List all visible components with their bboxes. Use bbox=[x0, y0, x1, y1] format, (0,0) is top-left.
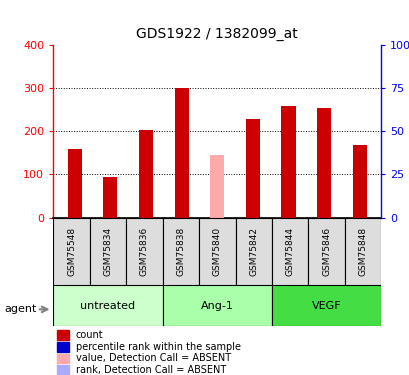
Text: untreated: untreated bbox=[80, 301, 135, 310]
Bar bbox=[308, 217, 344, 285]
Bar bbox=[162, 285, 271, 326]
Text: value, Detection Call = ABSENT: value, Detection Call = ABSENT bbox=[76, 353, 231, 363]
Text: agent: agent bbox=[4, 304, 36, 314]
Bar bbox=[162, 217, 199, 285]
Bar bbox=[126, 217, 162, 285]
Text: Ang-1: Ang-1 bbox=[200, 301, 233, 310]
Text: GSM75834: GSM75834 bbox=[103, 226, 112, 276]
Bar bbox=[235, 217, 271, 285]
Text: GSM75842: GSM75842 bbox=[249, 227, 258, 276]
Bar bbox=[56, 330, 69, 340]
Bar bbox=[174, 88, 188, 218]
Bar bbox=[245, 119, 259, 218]
Bar bbox=[56, 354, 69, 363]
Bar bbox=[53, 285, 162, 326]
Bar bbox=[271, 285, 380, 326]
Bar bbox=[210, 155, 224, 218]
Bar bbox=[103, 177, 117, 218]
Text: count: count bbox=[76, 330, 103, 340]
Bar bbox=[316, 108, 330, 217]
Bar bbox=[344, 217, 380, 285]
Text: GSM75848: GSM75848 bbox=[358, 226, 367, 276]
Bar bbox=[53, 217, 90, 285]
Text: GSM75838: GSM75838 bbox=[176, 226, 185, 276]
Bar bbox=[56, 342, 69, 352]
Bar bbox=[90, 217, 126, 285]
Text: GSM75840: GSM75840 bbox=[212, 226, 221, 276]
Bar bbox=[281, 106, 295, 218]
Bar bbox=[352, 145, 366, 218]
Text: GSM75844: GSM75844 bbox=[285, 227, 294, 276]
Text: VEGF: VEGF bbox=[311, 301, 341, 310]
Bar bbox=[67, 149, 82, 217]
Bar bbox=[271, 217, 308, 285]
Text: GSM75548: GSM75548 bbox=[67, 226, 76, 276]
Title: GDS1922 / 1382099_at: GDS1922 / 1382099_at bbox=[136, 27, 297, 41]
Text: GSM75846: GSM75846 bbox=[321, 226, 330, 276]
Text: GSM75836: GSM75836 bbox=[139, 226, 148, 276]
Text: rank, Detection Call = ABSENT: rank, Detection Call = ABSENT bbox=[76, 365, 226, 375]
Text: percentile rank within the sample: percentile rank within the sample bbox=[76, 342, 240, 352]
Bar bbox=[56, 365, 69, 375]
Bar bbox=[199, 217, 235, 285]
Bar bbox=[139, 130, 153, 218]
